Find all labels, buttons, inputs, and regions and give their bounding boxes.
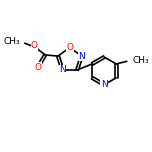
Text: O: O — [31, 41, 38, 50]
Text: N: N — [59, 66, 66, 74]
Text: N: N — [78, 52, 85, 61]
Text: O: O — [66, 43, 73, 52]
Text: N: N — [101, 80, 108, 89]
Text: O: O — [35, 62, 42, 72]
Text: CH₃: CH₃ — [3, 37, 20, 46]
Text: CH₃: CH₃ — [133, 56, 150, 65]
